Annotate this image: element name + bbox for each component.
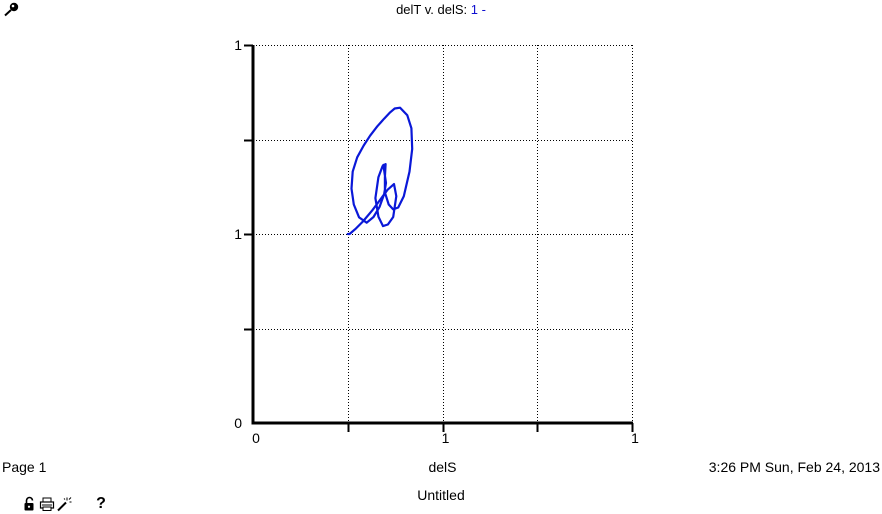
document-name: Untitled	[417, 487, 465, 503]
chart-title-variables: delT v. delS:	[396, 2, 468, 17]
page-label: Page 1	[2, 459, 47, 475]
chart-title: delT v. delS: 1 -	[0, 2, 882, 18]
x-tick-label-4: 1	[631, 430, 639, 446]
x-tick-label-0: 0	[252, 430, 260, 446]
grid	[253, 45, 633, 423]
pin-icon[interactable]	[3, 1, 21, 17]
chart-title-run-label: 1 -	[470, 2, 486, 17]
timestamp: 3:26 PM Sun, Feb 24, 2013	[708, 459, 880, 475]
help-icon[interactable]: ?	[96, 495, 106, 512]
tick-labels: 0 1 1 0 1 1	[234, 37, 639, 446]
x-axis-label: delS	[428, 459, 457, 475]
series-line-1	[346, 106, 414, 236]
y-tick-label-2: 1	[234, 226, 242, 242]
y-tick-label-0: 0	[234, 415, 242, 431]
magic-wand-icon[interactable]	[56, 496, 72, 512]
tick-marks	[244, 44, 634, 432]
toolbar: ?	[22, 495, 107, 513]
x-tick-label-2: 1	[442, 430, 450, 446]
print-icon[interactable]	[39, 496, 55, 512]
y-tick-label-4: 1	[234, 37, 242, 53]
series	[346, 106, 414, 236]
lock-icon[interactable]	[22, 496, 38, 512]
